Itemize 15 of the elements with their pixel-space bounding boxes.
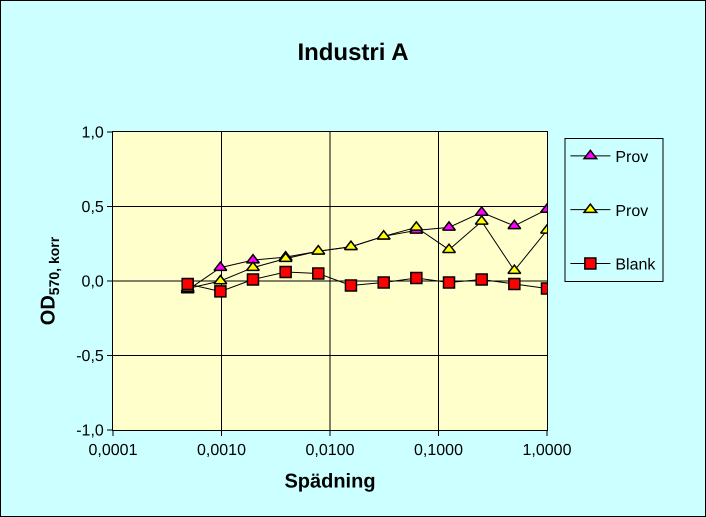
y-tick-label: 0,0 [82, 274, 104, 291]
legend-label: Blank [615, 256, 656, 274]
x-tick-label: 0,0010 [197, 442, 246, 460]
legend-label: Prov [615, 202, 648, 220]
x-tick-label: 0,0100 [306, 442, 355, 460]
y-tick-label: 0,5 [82, 199, 104, 216]
x-tick-label: 0,1000 [414, 442, 464, 460]
y-tick-label: 1,0 [82, 124, 104, 142]
y-tick-label: -0,5 [76, 348, 104, 366]
chart-title: Industri A [297, 39, 409, 66]
x-tick-label: 1,0000 [522, 442, 572, 460]
x-axis-title: Spädning [284, 470, 376, 493]
y-tick-label: -1,0 [76, 422, 104, 440]
x-tick-label: 0,0001 [88, 442, 138, 460]
legend-label: Prov [615, 149, 648, 166]
